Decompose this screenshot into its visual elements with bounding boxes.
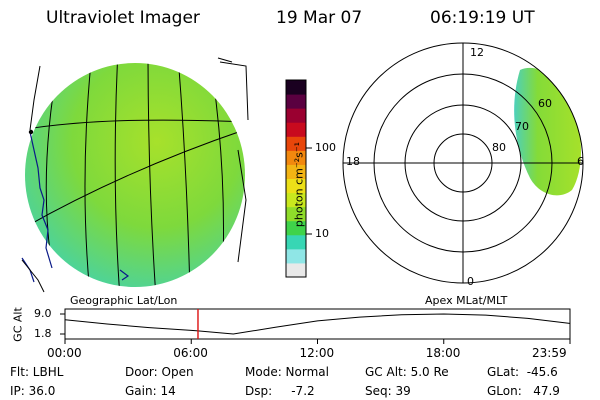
lat-label-60: 60 — [538, 97, 552, 110]
geographic-image — [21, 57, 249, 293]
mlt-label-6: 6 — [577, 155, 584, 168]
altitude-axis-label: GC Alt — [11, 307, 25, 342]
colorbar-unit-label: photon cm⁻²s⁻¹ — [292, 141, 306, 228]
altitude-curve — [64, 313, 570, 335]
colorbar-segment — [286, 150, 306, 165]
door-info: Door: Open — [125, 365, 194, 379]
filter-info: Flt: LBHL — [10, 365, 64, 379]
gc-alt-info: GC Alt: 5.0 Re — [365, 365, 449, 379]
instrument-title: Ultraviolet Imager — [46, 8, 200, 28]
colorbar-segment — [286, 248, 306, 264]
colorbar-segment — [286, 80, 306, 95]
outer-grid-lines — [21, 57, 249, 293]
seq-info: Seq: 39 — [365, 384, 411, 398]
altitude-frame — [64, 308, 571, 340]
colorbar-segment — [286, 108, 306, 123]
polar-panel-label: Apex MLat/MLT — [425, 294, 508, 307]
polar-panel — [342, 42, 584, 284]
colorbar-frame — [285, 79, 307, 278]
colorbar-segment — [286, 178, 306, 194]
time-label: 23:59 — [532, 346, 567, 360]
colorbar-segment — [286, 220, 306, 236]
colorbar-segment — [286, 192, 306, 208]
lat-label-80: 80 — [492, 141, 506, 154]
sun-marker — [28, 129, 34, 135]
colorbar — [285, 79, 312, 278]
glat-info: GLat: -45.6 — [487, 365, 558, 379]
time-label: 06:19:19 UT — [430, 8, 535, 28]
gain-info: Gain: 14 — [125, 384, 176, 398]
colorbar-segment — [286, 136, 306, 151]
glon-info: GLon: 47.9 — [487, 384, 560, 398]
colorbar-segment — [286, 94, 306, 109]
cbar-label-100: 100 — [315, 141, 336, 154]
colorbar-segment — [286, 122, 306, 137]
colorbar-segment — [286, 164, 306, 179]
colorbar-segment — [286, 234, 306, 250]
mlt-label-0: 0 — [467, 275, 474, 288]
mlt-label-18: 18 — [346, 155, 360, 168]
lat-label-70: 70 — [515, 120, 529, 133]
mlt-label-12: 12 — [470, 46, 484, 59]
time-label: 12:00 — [299, 346, 335, 360]
earth-disk — [25, 63, 245, 287]
mode-info: Mode: Normal — [245, 365, 329, 379]
time-label: 00:00 — [47, 346, 82, 360]
time-label: 06:00 — [173, 346, 208, 360]
colorbar-segment — [286, 206, 306, 222]
time-label: 18:00 — [425, 346, 461, 360]
geo-panel-label: Geographic Lat/Lon — [70, 294, 178, 307]
ip-info: IP: 36.0 — [10, 384, 56, 398]
date-label: 19 Mar 07 — [276, 8, 363, 28]
colorbar-segment — [286, 262, 306, 278]
cbar-label-10: 10 — [315, 227, 329, 240]
altitude-plot — [60, 308, 571, 344]
auroral-oval — [514, 67, 581, 196]
dsp-info: Dsp: -7.2 — [245, 384, 315, 398]
ytick-label-9: 9.0 — [34, 307, 52, 320]
ytick-label-1.8: 1.8 — [34, 327, 52, 340]
